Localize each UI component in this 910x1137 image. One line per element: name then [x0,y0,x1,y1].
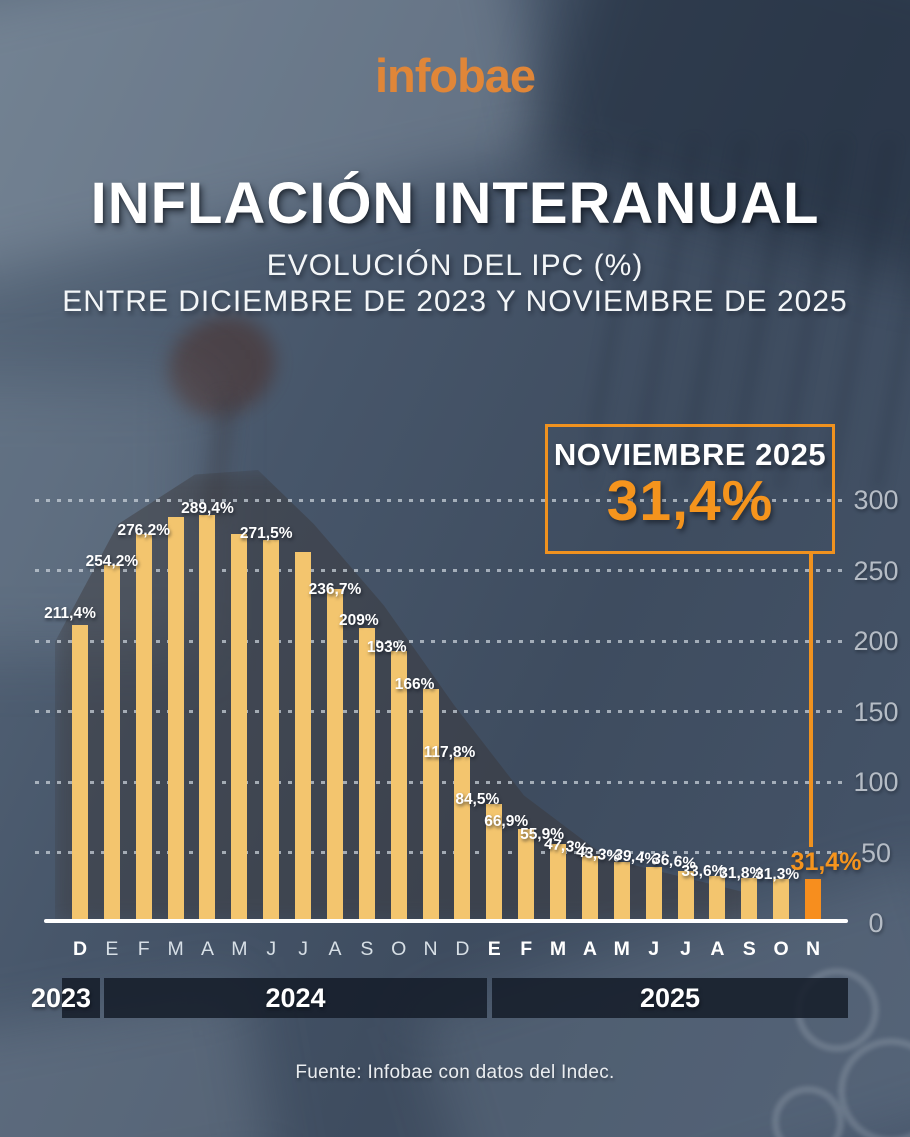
month-label-A-2025-20: A [710,938,725,960]
month-label-F-2025-14: F [520,938,533,960]
y-axis-tick-label: 50 [860,837,892,868]
bar-J-2025-19 [677,871,694,923]
y-axis-tick-label: 200 [853,626,899,656]
month-label-O-2024-10: O [391,938,407,960]
background-dark-corner [526,0,910,284]
bar-value-label: 31,3% [755,865,800,883]
bar-A-2024-4 [199,514,216,923]
bar-D-2023-0 [72,624,88,923]
background-light-wedge [0,0,552,282]
bar-value-label: 254,2% [85,552,139,570]
month-label-A-2024-8: A [328,938,342,960]
bar-D-2024-12 [454,756,471,923]
bar-value-label: 193% [366,638,407,656]
bar-N-2024-11 [422,688,439,923]
bar-value-label: 31,8% [719,865,764,883]
gridline-200 [35,639,846,643]
bar-value-label: 117,8% [423,743,476,761]
y-axis-tick-label: 300 [853,485,899,515]
month-label-D-2024-12: D [455,938,470,960]
bar-value-label: 84,5% [455,790,500,808]
page-title: INFLACIÓN INTERANUAL [90,171,820,236]
bar-O-2024-10 [390,650,407,923]
bar-M-2024-5 [231,533,248,923]
year-band-2023: 2023 [31,978,100,1018]
y-axis-tick-label: 100 [853,767,899,797]
bar-value-label: 33,6% [681,862,726,880]
month-label-S-2024-9: S [360,938,374,960]
gridline-100 [35,780,846,784]
source-note: Fuente: Infobae con datos del Indec. [295,1062,615,1083]
subtitle-line-1: EVOLUCIÓN DEL IPC (%) [266,249,644,282]
x-axis-baseline [44,919,848,923]
bar-M-2024-3 [167,516,184,923]
month-label-E-2024-1: E [105,938,119,960]
bar-O-2025-22 [773,878,790,923]
bar-F-2025-14 [518,828,535,923]
bar-value-label: 66,9% [484,812,529,830]
month-label-J-2025-19: J [680,938,691,960]
year-band-2025: 2025 [492,978,848,1018]
month-label-M-2024-5: M [231,938,248,960]
bar-F-2024-2 [135,533,152,923]
month-label-S-2025-21: S [742,938,756,960]
bar-value-label: 289,4% [181,499,234,517]
background-coin-circle [838,1038,910,1137]
month-label-A-2024-4: A [200,938,214,960]
gridline-300 [35,498,846,502]
subtitle-line-2: ENTRE DICIEMBRE DE 2023 Y NOVIEMBRE DE 2… [62,285,848,318]
y-axis-tick-label: 150 [853,696,899,727]
bar-value-label: 55,9% [520,826,565,844]
background-coin-circle [772,1086,844,1137]
bar-A-2024-8 [326,589,343,923]
bar-value-label: 211,4% [44,604,96,622]
y-axis-tick-label: 0 [868,908,884,938]
year-band-label: 2023 [30,982,92,1013]
gridline-150 [35,710,846,713]
bar-value-label: 209% [339,612,379,630]
month-label-J-2024-7: J [298,938,308,960]
bar-J-2025-18 [645,867,662,923]
year-band-2024: 2024 [104,978,487,1018]
month-label-F-2024-2: F [137,938,150,960]
month-label-N-2024-11: N [423,938,438,960]
callout-period-label: NOVIEMBRE 2025 [553,437,827,472]
bar-E-2025-13 [486,803,503,923]
bar-M-2025-17 [613,861,630,923]
bar-E-2024-1 [103,564,120,923]
y-axis-tick-label: 250 [853,555,899,586]
bar-J-2024-7 [295,552,312,923]
bar-M-2025-15 [550,844,567,923]
month-label-D-2023-0: D [72,938,88,960]
bar-S-2025-21 [741,878,758,923]
bar-value-label: 166% [394,675,435,693]
bar-A-2025-20 [709,875,726,923]
infobae-logo: infobae [374,49,536,102]
month-label-M-2024-3: M [167,938,184,960]
highlight-callout-box: NOVIEMBRE 2025 31,4% [545,424,835,554]
gridline-50 [35,851,846,854]
gridline-250 [35,569,846,572]
month-label-E-2025-13: E [487,938,501,960]
month-label-J-2024-6: J [266,938,277,960]
bar-value-label: 276,2% [117,521,171,539]
bar-highlight-N-2025 [805,878,821,923]
year-band-label: 2024 [265,982,326,1013]
bar-A-2025-16 [581,856,598,923]
month-label-A-2025-16: A [582,938,597,960]
month-label-N-2025-23: N [805,938,821,960]
bar-S-2024-9 [358,628,375,923]
year-band-label: 2025 [639,982,701,1013]
bar-value-label: 31,4% [790,847,862,876]
bar-value-label: 236,7% [308,581,362,599]
callout-connector-line [809,553,813,847]
month-label-M-2025-15: M [549,938,567,960]
month-label-M-2025-17: M [613,938,630,960]
month-label-J-2025-18: J [648,938,660,960]
bar-value-label: 271,5% [239,525,293,543]
callout-value: 31,4% [606,469,774,533]
month-label-O-2025-22: O [773,938,789,960]
bar-J-2024-6 [263,540,280,923]
